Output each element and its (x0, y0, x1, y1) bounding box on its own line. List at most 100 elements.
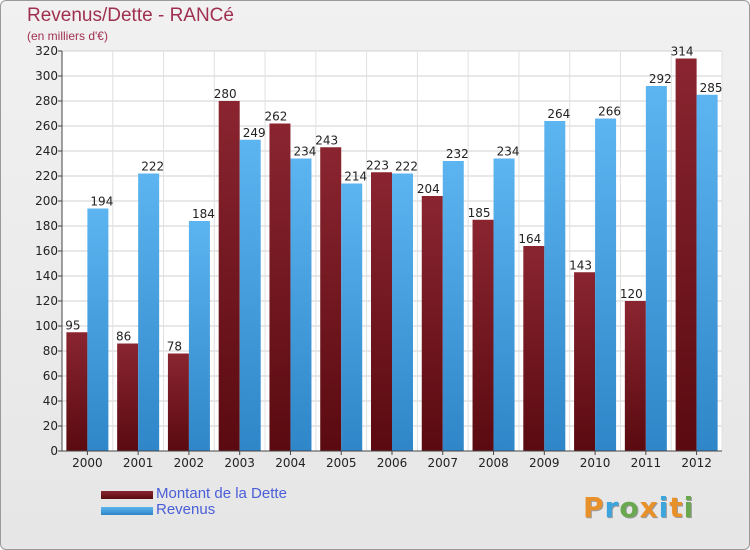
bar-dette (66, 332, 88, 451)
value-label-dette: 243 (315, 133, 338, 147)
value-label-dette: 95 (65, 318, 80, 332)
bar-revenus (493, 158, 515, 451)
bar-dette (421, 196, 443, 451)
proxiti-logo: Proxiti (583, 491, 694, 524)
bar-dette (624, 301, 646, 451)
logo-letter: o (619, 491, 640, 524)
x-tick-label: 2006 (377, 456, 408, 470)
x-tick-label: 2009 (529, 456, 560, 470)
y-tick-label: 280 (35, 94, 58, 108)
logo-letter: t (669, 491, 684, 524)
x-tick-label: 2003 (224, 456, 255, 470)
bar-revenus (392, 173, 413, 451)
chart-subtitle: (en milliers d'€) (27, 29, 108, 43)
x-tick-label: 2000 (72, 456, 103, 470)
bar-dette (320, 147, 342, 451)
y-tick-label: 40 (43, 394, 58, 408)
y-tick-label: 60 (43, 369, 58, 383)
value-label-revenus: 266 (598, 105, 621, 119)
y-tick-label: 200 (35, 194, 58, 208)
value-label-revenus: 184 (192, 207, 215, 221)
x-tick-label: 2010 (580, 456, 611, 470)
x-tick-label: 2004 (275, 456, 306, 470)
bar-revenus (138, 173, 160, 451)
y-tick-label: 140 (35, 269, 58, 283)
bar-dette (117, 343, 139, 451)
value-label-revenus: 214 (344, 170, 367, 184)
value-label-revenus: 292 (649, 72, 672, 86)
y-tick-label: 220 (35, 169, 58, 183)
bar-revenus (696, 94, 718, 451)
y-tick-label: 120 (35, 294, 58, 308)
logo-letter: P (583, 491, 605, 524)
x-tick-label: 2012 (681, 456, 712, 470)
bar-dette (167, 353, 189, 451)
axes: 0 20 40 60 80 100 120 140 160 180 200 220 240 260 280 3… (35, 44, 722, 470)
bar-revenus (442, 161, 464, 451)
legend-label-revenus: Revenus (156, 501, 216, 518)
bars (66, 58, 718, 451)
value-label-dette: 314 (671, 45, 694, 59)
bar-dette (371, 172, 392, 451)
y-tick-label: 240 (35, 144, 58, 158)
bar-revenus (290, 158, 312, 451)
x-tick-label: 2007 (427, 456, 458, 470)
x-tick-label: 2002 (174, 456, 205, 470)
logo-letter: x (639, 491, 659, 524)
value-label-revenus: 234 (294, 145, 317, 159)
legend-label-dette: Montant de la Dette (156, 485, 287, 502)
bar-revenus (87, 208, 109, 451)
x-tick-label: 2008 (478, 456, 509, 470)
y-tick-label: 180 (35, 219, 58, 233)
legend-swatch-dette (101, 491, 153, 499)
y-tick-label: 80 (43, 344, 58, 358)
value-label-revenus: 249 (243, 126, 266, 140)
bar-dette (523, 246, 545, 451)
value-label-dette: 86 (116, 330, 131, 344)
value-label-revenus: 232 (446, 147, 469, 161)
value-label-dette: 143 (569, 258, 592, 272)
bar-dette (675, 58, 697, 451)
value-label-revenus: 222 (395, 160, 418, 174)
logo-letter: r (604, 491, 620, 524)
bar-dette (574, 272, 596, 451)
x-tick-label: 2001 (123, 456, 154, 470)
y-tick-label: 260 (35, 119, 58, 133)
chart-title: Revenus/Dette - RANCé (27, 5, 234, 26)
value-label-dette: 185 (468, 206, 491, 220)
logo-letter: i (683, 491, 695, 524)
value-label-revenus: 264 (547, 107, 570, 121)
bar-revenus (645, 86, 667, 451)
logo-letter: i (658, 491, 670, 524)
legend-swatch-revenus (101, 507, 153, 515)
bar-revenus (239, 139, 261, 451)
bar-revenus (188, 221, 210, 451)
value-label-revenus: 285 (700, 81, 723, 95)
value-label-dette: 280 (214, 87, 237, 101)
value-label-dette: 164 (518, 232, 541, 246)
value-label-dette: 204 (417, 182, 440, 196)
bar-revenus (341, 183, 363, 451)
x-tick-label: 2005 (326, 456, 357, 470)
y-tick-label: 0 (50, 444, 58, 458)
y-tick-label: 160 (35, 244, 58, 258)
y-tick-label: 100 (35, 319, 58, 333)
bar-dette (472, 219, 494, 451)
value-label-revenus: 222 (141, 160, 164, 174)
value-label-dette: 262 (265, 110, 288, 124)
y-tick-label: 320 (35, 44, 58, 58)
y-tick-label: 20 (43, 419, 58, 433)
bar-revenus (544, 121, 566, 451)
bar-dette (269, 123, 291, 451)
x-tick-label: 2011 (631, 456, 662, 470)
y-tick-label: 300 (35, 69, 58, 83)
bar-revenus (595, 118, 617, 451)
value-label-revenus: 234 (497, 145, 520, 159)
value-label-revenus: 194 (90, 195, 113, 209)
value-label-dette: 120 (620, 287, 643, 301)
bar-dette (218, 101, 240, 451)
value-label-dette: 78 (167, 340, 182, 354)
